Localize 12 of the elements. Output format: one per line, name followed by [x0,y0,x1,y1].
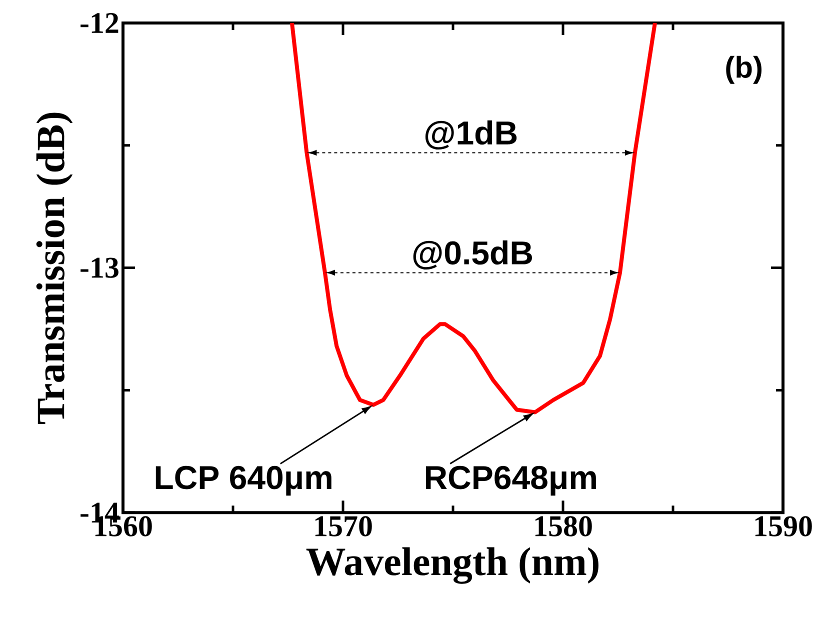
annotation: (b) [726,56,762,84]
x-tick-label: 1580 [535,516,592,536]
annotation: @0.5dB [413,240,532,270]
y-axis-title: Transmission (dB) [36,112,73,424]
x-axis-title: Wavelength (nm) [306,547,598,584]
annotation: LCP 640μm [156,466,332,496]
x-tick-label: 1570 [315,516,372,536]
y-tick-label: -12 [80,13,118,33]
annotation: RCP648μm [426,466,596,496]
annotation: @1dB [425,120,517,150]
y-tick-label: -13 [80,258,118,278]
x-tick-label: 1590 [755,516,812,536]
